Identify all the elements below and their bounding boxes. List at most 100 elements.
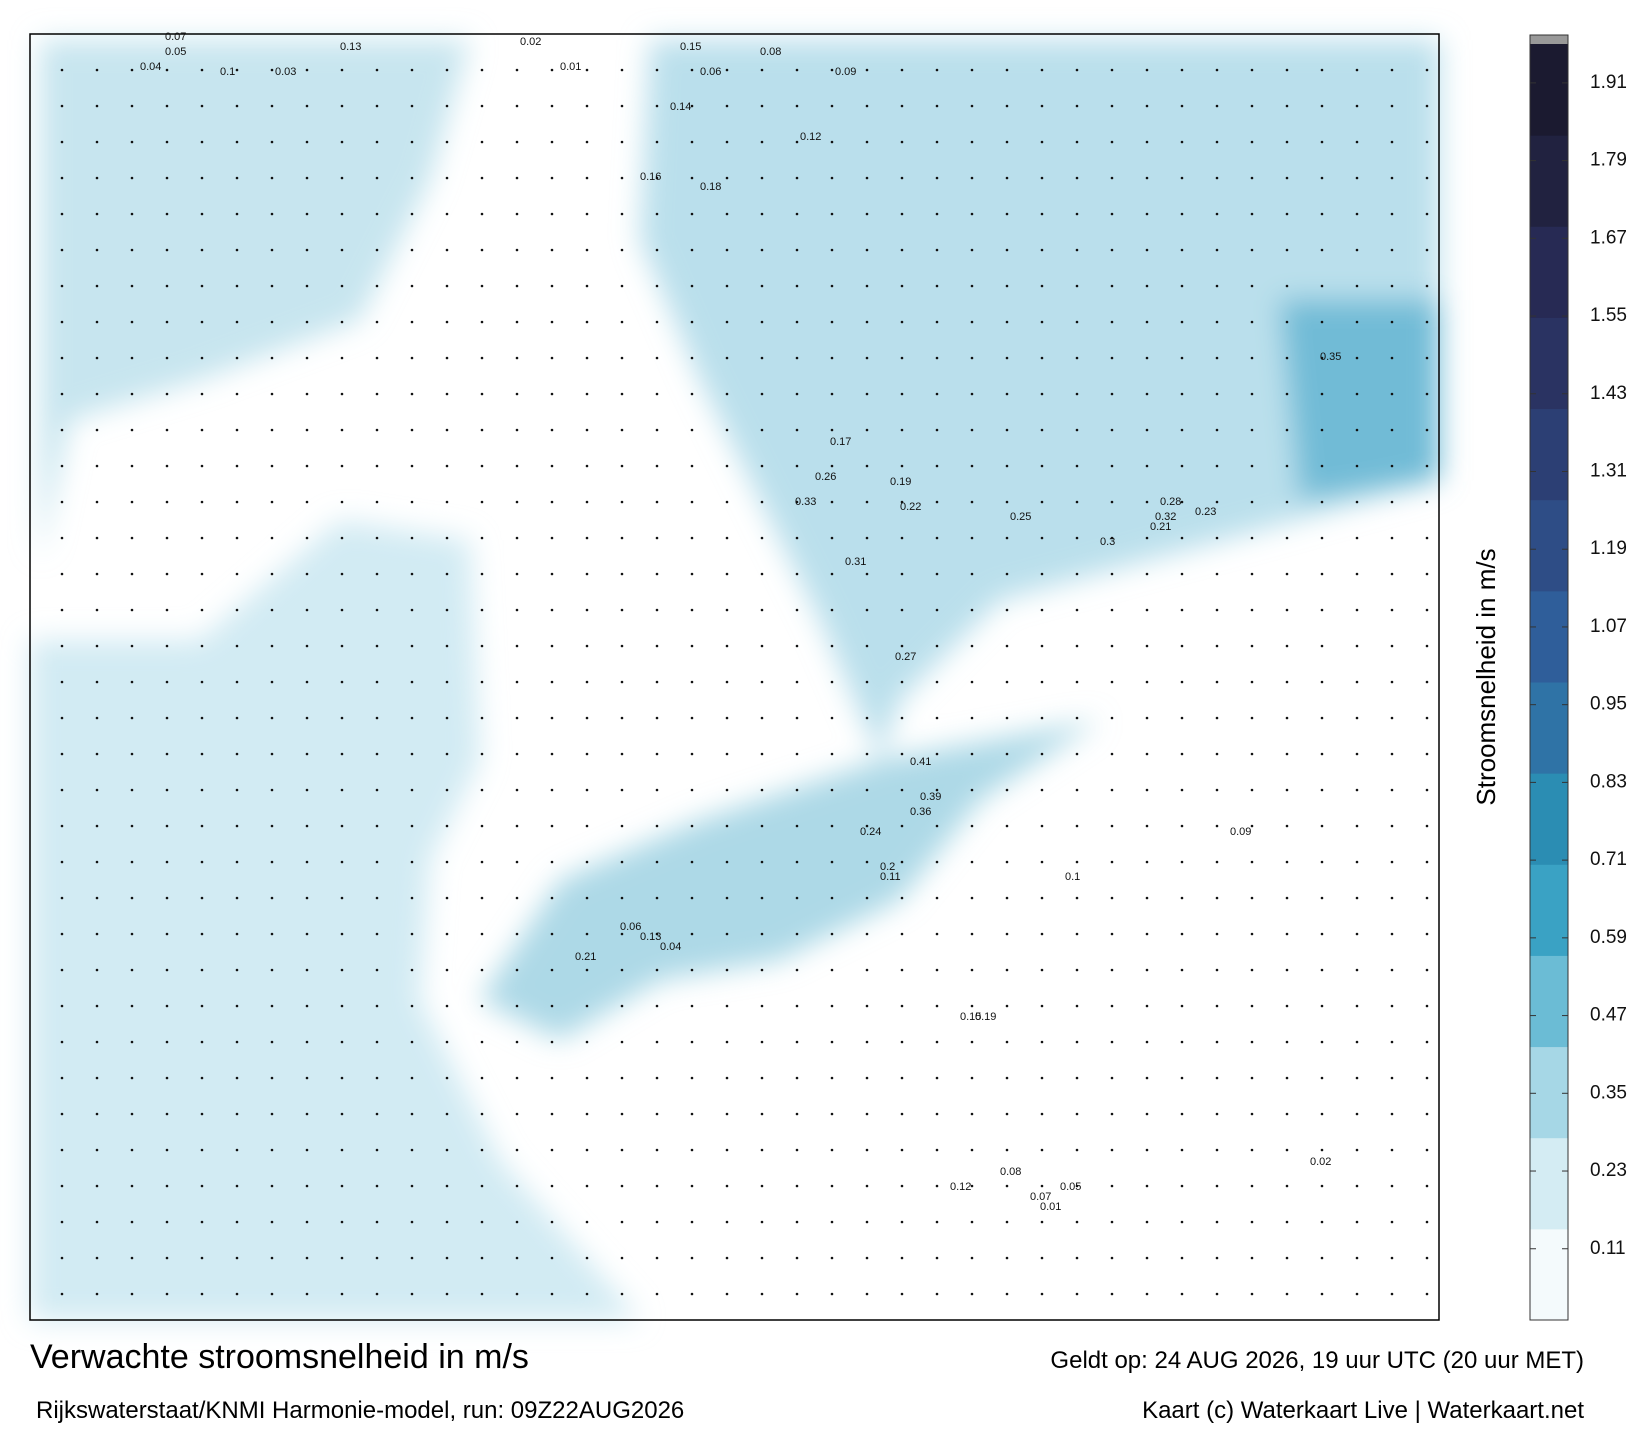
grid-dot [760, 968, 764, 972]
grid-dot [410, 320, 414, 324]
grid-dot [1075, 716, 1079, 720]
grid-dot [1390, 1220, 1394, 1224]
grid-dot [550, 428, 554, 432]
grid-dot [130, 824, 134, 828]
grid-dot [200, 1112, 204, 1116]
colorbar-tick-label: 1.07 [1590, 616, 1627, 637]
grid-dot [655, 572, 659, 576]
grid-dot [1250, 1076, 1254, 1080]
grid-dot [585, 248, 589, 252]
grid-dot [200, 788, 204, 792]
grid-dot [1390, 1148, 1394, 1152]
grid-dot [1355, 968, 1359, 972]
grid-dot [970, 1220, 974, 1224]
grid-dot [270, 536, 274, 540]
grid-dot [410, 572, 414, 576]
grid-dot [1075, 176, 1079, 180]
grid-dot [690, 248, 694, 252]
grid-dot [1250, 140, 1254, 144]
grid-dot [165, 644, 169, 648]
grid-dot [1250, 932, 1254, 936]
grid-dot [690, 68, 694, 72]
grid-dot [235, 1148, 239, 1152]
grid-dot [760, 284, 764, 288]
grid-dot [1320, 500, 1324, 504]
grid-dot [585, 140, 589, 144]
grid-dot [690, 392, 694, 396]
grid-dot [445, 500, 449, 504]
grid-dot [550, 1148, 554, 1152]
grid-dot [165, 1292, 169, 1296]
grid-dot [690, 464, 694, 468]
grid-dot [550, 248, 554, 252]
grid-dot [445, 1076, 449, 1080]
grid-dot [1040, 860, 1044, 864]
grid-dot [1145, 968, 1149, 972]
grid-dot [1180, 68, 1184, 72]
grid-dot [1355, 464, 1359, 468]
grid-dot [1215, 608, 1219, 612]
grid-dot [1180, 1148, 1184, 1152]
grid-dot [480, 1292, 484, 1296]
speed-label: 0.31 [845, 556, 866, 568]
grid-dot [935, 860, 939, 864]
grid-dot [1285, 680, 1289, 684]
grid-dot [795, 716, 799, 720]
grid-dot [1425, 824, 1429, 828]
grid-dot [95, 428, 99, 432]
grid-dot [620, 176, 624, 180]
grid-dot [340, 788, 344, 792]
grid-dot [375, 968, 379, 972]
grid-dot [1285, 1256, 1289, 1260]
grid-dot [515, 536, 519, 540]
grid-dot [1075, 500, 1079, 504]
grid-dot [1355, 392, 1359, 396]
grid-dot [1040, 1112, 1044, 1116]
grid-dot [1145, 824, 1149, 828]
grid-dot [1110, 500, 1114, 504]
grid-dot [1145, 608, 1149, 612]
grid-dot [95, 752, 99, 756]
grid-dot [1320, 644, 1324, 648]
grid-dot [795, 644, 799, 648]
grid-dot [830, 356, 834, 360]
grid-dot [1285, 320, 1289, 324]
grid-dot [515, 248, 519, 252]
grid-dot [795, 1112, 799, 1116]
grid-dot [165, 932, 169, 936]
grid-dot [620, 428, 624, 432]
grid-dot [515, 932, 519, 936]
grid-dot [900, 1292, 904, 1296]
grid-dot [270, 212, 274, 216]
grid-dot [1320, 104, 1324, 108]
grid-dot [1285, 644, 1289, 648]
speed-label: 0.15 [680, 41, 701, 53]
grid-dot [935, 1292, 939, 1296]
grid-dot [795, 824, 799, 828]
grid-dot [375, 1076, 379, 1080]
colorbar-band [1530, 226, 1568, 318]
grid-dot [970, 644, 974, 648]
grid-dot [305, 1256, 309, 1260]
grid-dot [375, 1256, 379, 1260]
grid-dot [270, 644, 274, 648]
grid-dot [1005, 1148, 1009, 1152]
grid-dot [690, 176, 694, 180]
grid-dot [165, 608, 169, 612]
grid-dot [795, 1184, 799, 1188]
grid-dot [760, 1148, 764, 1152]
grid-dot [60, 1220, 64, 1224]
grid-dot [480, 248, 484, 252]
grid-dot [865, 356, 869, 360]
speed-label: 0.2 [880, 861, 895, 873]
grid-dot [725, 248, 729, 252]
grid-dot [200, 608, 204, 612]
grid-dot [760, 1220, 764, 1224]
grid-dot [1250, 824, 1254, 828]
grid-dot [585, 932, 589, 936]
grid-dot [515, 824, 519, 828]
grid-dot [515, 356, 519, 360]
grid-dot [690, 1076, 694, 1080]
grid-dot [165, 968, 169, 972]
grid-dot [95, 680, 99, 684]
